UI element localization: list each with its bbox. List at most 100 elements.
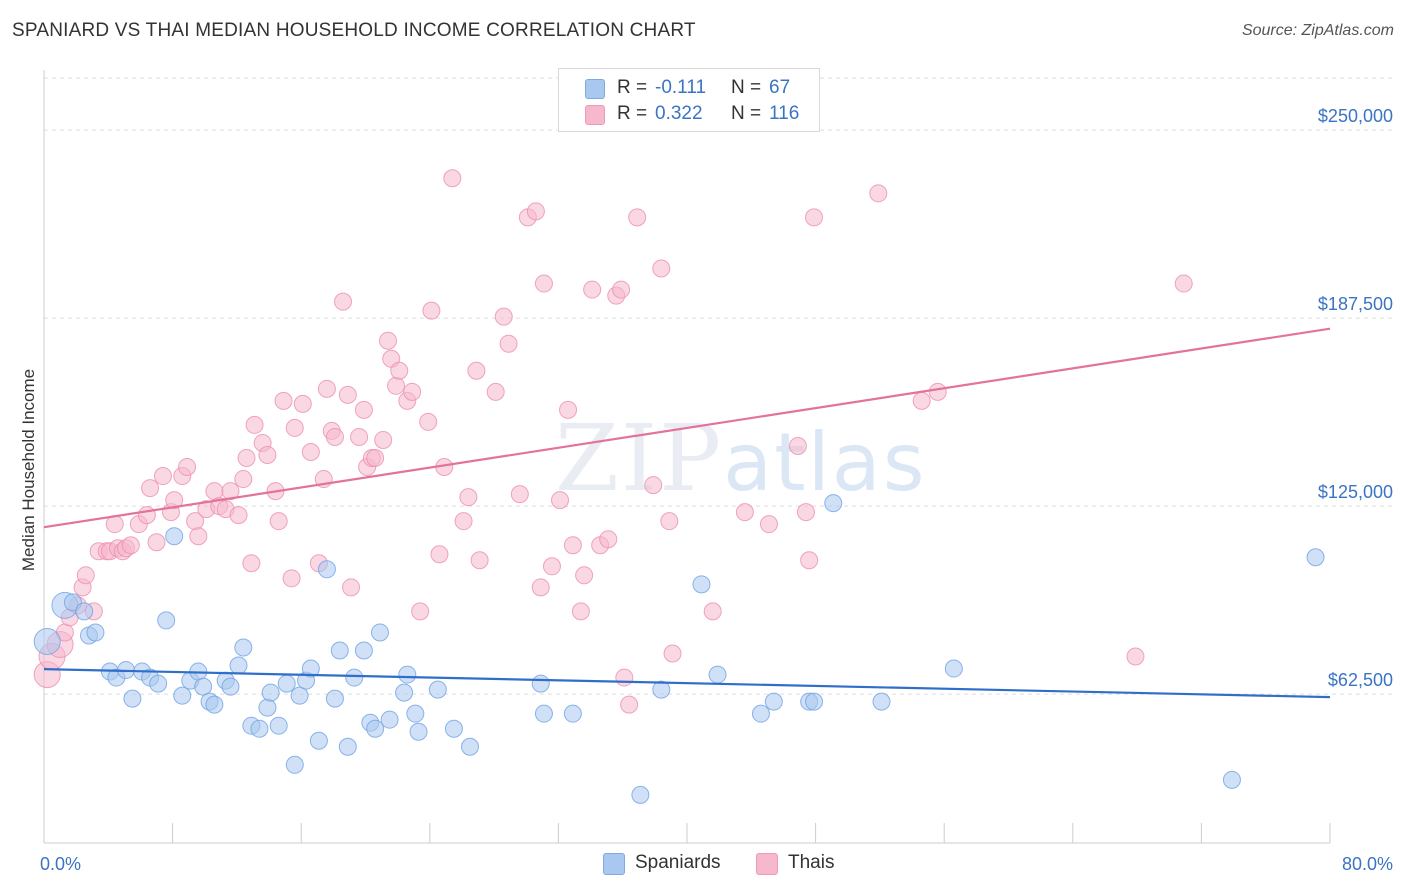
- spaniards-point: [269, 716, 288, 735]
- spaniards-point: [258, 698, 277, 717]
- y-tick-label: $125,000: [1318, 482, 1393, 502]
- x-tick-label: 80.0%: [1342, 854, 1393, 874]
- thais-point: [583, 280, 602, 299]
- spaniards-point: [123, 689, 142, 708]
- thais-point: [551, 491, 570, 510]
- spaniards-point: [290, 686, 309, 705]
- thais-point: [141, 479, 160, 498]
- thais-point: [559, 400, 578, 419]
- thais-point: [234, 470, 253, 489]
- thais-point: [242, 554, 261, 573]
- spaniards-point: [309, 731, 328, 750]
- thais-point: [470, 551, 489, 570]
- thais-point: [350, 427, 369, 446]
- spaniards-point: [33, 627, 61, 655]
- thais-point: [494, 307, 513, 326]
- spaniards-point: [395, 683, 414, 702]
- spaniards-point: [398, 665, 417, 684]
- thais-point: [237, 449, 256, 468]
- thais-point: [301, 442, 320, 461]
- thais-point: [274, 391, 293, 410]
- spaniards-point: [444, 719, 463, 738]
- y-axis-label: Median Household Income: [19, 369, 38, 571]
- legend-r-label: R =: [617, 103, 648, 124]
- thais-point: [258, 445, 277, 464]
- thais-point: [153, 467, 172, 486]
- thais-point: [443, 169, 462, 188]
- thais-point: [499, 334, 518, 353]
- thais-point: [282, 569, 301, 588]
- spaniards-point: [531, 674, 550, 693]
- legend-r-value: -0.111: [655, 77, 707, 98]
- spaniards-point: [261, 683, 280, 702]
- thais-point: [342, 578, 361, 597]
- thais-trend-line: [43, 327, 1331, 529]
- spaniards-point: [86, 623, 105, 642]
- legend-swatch-spaniards: [585, 79, 605, 99]
- spaniards-point: [652, 680, 671, 699]
- thais-point: [387, 376, 406, 395]
- spaniards-point: [277, 674, 296, 693]
- thais-point: [788, 436, 807, 455]
- spaniards-point: [944, 659, 963, 678]
- chart-title: SPANIARD VS THAI MEDIAN HOUSEHOLD INCOME…: [12, 20, 696, 41]
- spaniards-point: [149, 674, 168, 693]
- chart-source: Source: ZipAtlas.com: [1241, 22, 1394, 39]
- thais-point: [411, 602, 430, 621]
- thais-point: [660, 512, 679, 531]
- bottom-legend-label-thais: Thais: [788, 852, 835, 873]
- bottom-legend-swatch-spaniards: [603, 853, 625, 875]
- thais-point: [379, 331, 398, 350]
- spaniards-point: [317, 560, 336, 579]
- thais-point: [796, 503, 815, 522]
- y-tick-label: $62,500: [1328, 670, 1393, 690]
- thais-point: [459, 488, 478, 507]
- spaniards-point: [631, 785, 650, 804]
- thais-point: [526, 202, 545, 221]
- thais-point: [422, 301, 441, 320]
- correlation-legend: R = -0.111 N = 67 R = 0.322 N = 116: [558, 68, 820, 132]
- spaniards-point: [354, 641, 373, 660]
- thais-point: [869, 184, 888, 203]
- spaniards-point: [205, 695, 224, 714]
- thais-point: [245, 415, 264, 434]
- spaniards-point: [173, 686, 192, 705]
- thais-point: [735, 503, 754, 522]
- thais-point: [366, 449, 385, 468]
- spaniards-point: [872, 692, 891, 711]
- watermark: ZIPatlas: [555, 405, 927, 512]
- thais-point: [317, 379, 336, 398]
- spaniards-point: [1306, 548, 1325, 567]
- spaniards-point: [428, 680, 447, 699]
- legend-r-value: 0.322: [655, 103, 703, 124]
- thais-point: [531, 578, 550, 597]
- spaniards-point: [563, 704, 582, 723]
- thais-point: [221, 482, 240, 501]
- thais-point: [800, 551, 819, 570]
- thais-point: [454, 512, 473, 531]
- thais-point: [563, 536, 582, 555]
- thais-point: [147, 533, 166, 552]
- thais-point: [189, 527, 208, 546]
- spaniards-point: [406, 704, 425, 723]
- spaniards-point: [409, 722, 428, 741]
- axes: [43, 70, 1331, 844]
- thais-point: [615, 668, 634, 687]
- tick-labels: $62,500 $125,000 $187,500 $250,000 0.0% 80.0%: [40, 106, 1393, 874]
- thais-point: [293, 394, 312, 413]
- thais-point: [599, 530, 618, 549]
- thais-point: [703, 602, 722, 621]
- thais-point: [1174, 274, 1193, 293]
- spaniards-point: [325, 689, 344, 708]
- thais-point: [333, 292, 352, 311]
- thais-point: [325, 427, 344, 446]
- spaniards-point: [194, 677, 213, 696]
- legend-swatch-thais: [585, 105, 605, 125]
- thais-point: [467, 361, 486, 380]
- watermark-atlas: atlas: [723, 416, 927, 509]
- thais-point: [912, 391, 931, 410]
- thais-point: [804, 208, 823, 227]
- thais-point: [229, 506, 248, 525]
- spaniards-point: [234, 638, 253, 657]
- legend-n-value: 116: [769, 103, 800, 124]
